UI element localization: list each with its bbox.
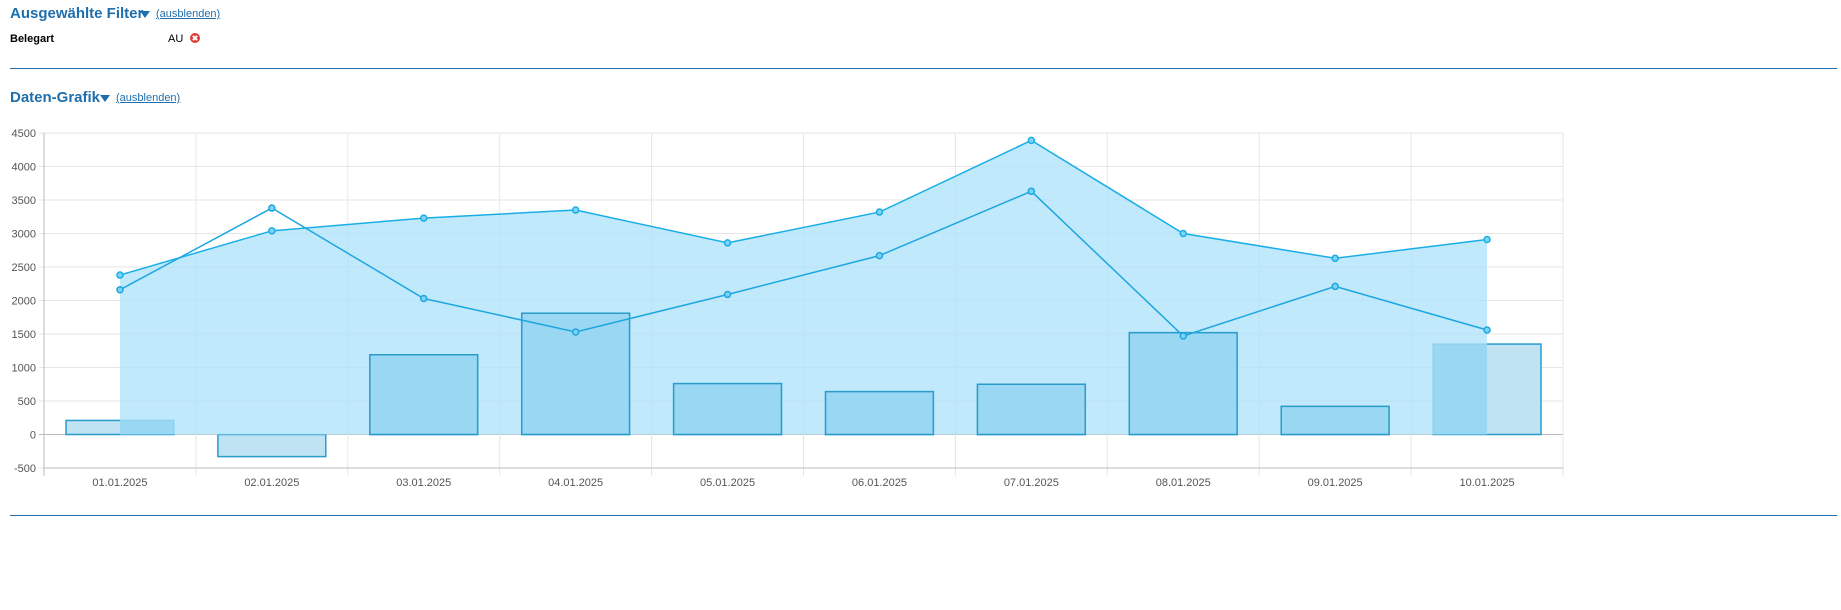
bar-umsatz-differenz-overlay (672, 382, 783, 436)
x-tick-label: 06.01.2025 (852, 477, 907, 489)
remove-filter-icon[interactable] (190, 33, 200, 43)
point-umsatz (723, 239, 732, 247)
y-tick-label: 2000 (12, 296, 36, 308)
x-tick-label: 05.01.2025 (700, 477, 755, 489)
bar-umsatz-differenz-overlay (119, 420, 174, 435)
point-umsatz-vergleich (1483, 326, 1491, 334)
point-umsatz (571, 206, 580, 214)
point-umsatz-vergleich (268, 204, 276, 212)
divider-top (10, 68, 1837, 69)
data-chart: -500 0 500 1000 1500 2000 2500 3000 3500 4000 4500… (12, 128, 1564, 489)
bar-umsatz-differenz-overlay (976, 383, 1087, 436)
point-umsatz-vergleich (420, 294, 428, 303)
x-tick-label: 08.01.2025 (1156, 477, 1211, 489)
point-umsatz-vergleich (116, 286, 124, 294)
filter-section-title: Ausgewählte Filter (10, 5, 144, 22)
point-umsatz (1179, 229, 1187, 238)
x-tick-label: 07.01.2025 (1004, 477, 1059, 489)
line-umsatz-vergleich (119, 190, 1488, 337)
bar-umsatz-differenz-overlay (1128, 331, 1238, 436)
x-tick-label: 03.01.2025 (396, 477, 451, 489)
point-umsatz-vergleich (875, 251, 884, 260)
point-umsatz-vergleich (1179, 332, 1187, 340)
bar-umsatz-differenz-overlay (1280, 405, 1390, 436)
chart-section-title: Daten-Grafik (10, 89, 101, 106)
line-umsatz (119, 139, 1488, 276)
point-umsatz (1331, 254, 1339, 263)
y-tick-label: 0 (30, 430, 36, 442)
y-tick-label: 1000 (12, 363, 36, 375)
y-tick-label: 4500 (12, 128, 36, 140)
bar-umsatz-differenz (217, 433, 327, 458)
point-umsatz (420, 214, 428, 222)
y-tick-label: -500 (14, 463, 36, 475)
x-tick-label: 01.01.2025 (92, 477, 147, 489)
y-tick-label: 500 (18, 396, 36, 408)
y-tick-label: 3000 (12, 229, 36, 241)
bar-umsatz-differenz-overlay (369, 354, 479, 436)
point-umsatz-vergleich (571, 328, 580, 336)
bar-umsatz-differenz-overlay (1433, 344, 1488, 435)
bar-umsatz-differenz-overlay (824, 390, 935, 436)
x-tick-label: 10.01.2025 (1460, 477, 1515, 489)
point-umsatz (116, 271, 124, 279)
y-tick-label: 1500 (12, 329, 36, 341)
x-tick-label: 04.01.2025 (548, 477, 603, 489)
point-umsatz-vergleich (1331, 282, 1339, 291)
chart-toggle-link[interactable]: (ausblenden) (116, 92, 181, 104)
x-tick-label: 02.01.2025 (244, 477, 299, 489)
y-tick-label: 3500 (12, 195, 36, 207)
point-umsatz-vergleich (723, 290, 732, 299)
x-tick-label: 09.01.2025 (1308, 477, 1363, 489)
filter-toggle-icon[interactable] (140, 11, 150, 18)
filter-toggle-link[interactable]: (ausblenden) (156, 8, 221, 20)
point-umsatz-vergleich (1027, 187, 1036, 196)
chart-toggle-icon[interactable] (100, 95, 110, 102)
y-tick-label: 4000 (12, 162, 36, 174)
filter-label-belegart: Belegart (10, 33, 55, 45)
point-umsatz (268, 227, 276, 235)
point-umsatz (1027, 136, 1036, 145)
point-umsatz (875, 208, 884, 216)
y-tick-label: 2500 (12, 262, 36, 274)
point-umsatz (1483, 235, 1491, 244)
filter-value-belegart: AU (168, 33, 184, 45)
divider-bottom (10, 515, 1837, 516)
